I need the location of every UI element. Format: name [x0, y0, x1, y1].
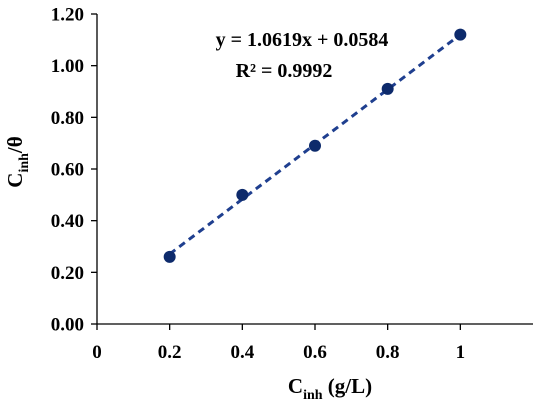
x-tick-label: 0.4	[230, 342, 254, 363]
data-point	[454, 28, 467, 41]
y-tick-label: 0.00	[51, 315, 84, 336]
x-axis-ticks: 0 0.2 0.4 0.6 0.8 1	[92, 324, 465, 363]
r-squared-annotation: R² = 0.9992	[236, 60, 333, 82]
y-tick-label: 0.20	[51, 263, 84, 284]
x-axis-title-sub: inh	[303, 388, 323, 403]
y-axis-ticks: 0.00 0.20 0.40 0.60 0.80 1.00 1.20	[51, 5, 97, 336]
y-axis-title-rest: /θ	[3, 136, 27, 154]
y-tick-label: 0.40	[51, 211, 84, 232]
x-tick-label: 1	[456, 342, 466, 363]
y-axis-title-sub: inh	[17, 153, 32, 173]
data-point	[381, 82, 394, 95]
y-tick-label: 1.00	[51, 56, 84, 77]
data-point	[309, 139, 321, 152]
x-axis-title-main: C	[288, 374, 303, 398]
y-tick-label: 0.60	[51, 160, 84, 181]
y-tick-label: 1.20	[51, 5, 84, 26]
y-axis-title-main: C	[3, 173, 27, 188]
x-tick-label: 0	[92, 342, 102, 363]
data-points	[163, 28, 467, 263]
data-point	[236, 188, 249, 201]
x-tick-label: 0.6	[303, 342, 327, 363]
x-tick-label: 0.2	[158, 342, 182, 363]
equation-annotation: y = 1.0619x + 0.0584	[216, 29, 389, 51]
y-axis-title: Cinh/θ	[3, 136, 32, 187]
x-tick-label: 0.8	[376, 342, 400, 363]
x-axis-title: Cinh (g/L)	[288, 374, 372, 403]
y-tick-label: 0.80	[51, 108, 84, 129]
data-point	[163, 250, 176, 263]
x-axis-title-rest: (g/L)	[323, 374, 373, 398]
